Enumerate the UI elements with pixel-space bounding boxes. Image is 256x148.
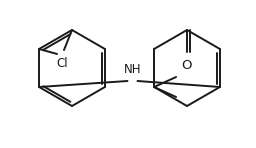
Text: Cl: Cl [56,57,68,70]
Text: NH: NH [124,63,141,76]
Text: O: O [182,59,192,72]
